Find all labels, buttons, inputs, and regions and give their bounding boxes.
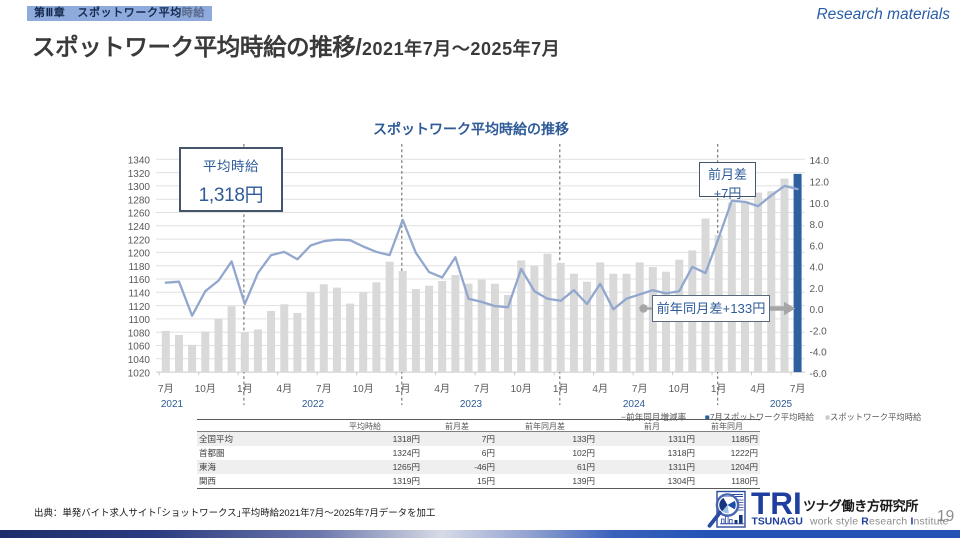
svg-text:2.0: 2.0 [810, 284, 824, 295]
svg-text:12.0: 12.0 [810, 178, 830, 189]
svg-text:1040: 1040 [128, 355, 151, 366]
svg-text:10月: 10月 [511, 383, 532, 395]
svg-text:6.0: 6.0 [810, 241, 824, 252]
svg-text:4月: 4月 [592, 383, 608, 395]
svg-text:14.0: 14.0 [810, 156, 830, 167]
svg-text:7月: 7月 [158, 383, 174, 395]
svg-text:2023: 2023 [460, 399, 483, 410]
svg-text:7月: 7月 [790, 383, 806, 395]
svg-text:1100: 1100 [128, 315, 150, 326]
svg-text:-6.0: -6.0 [810, 369, 828, 380]
svg-text:8.0: 8.0 [810, 220, 824, 231]
svg-text:1260: 1260 [128, 209, 151, 220]
svg-text:2022: 2022 [302, 399, 325, 410]
svg-text:1080: 1080 [128, 328, 151, 339]
svg-text:1月: 1月 [553, 383, 569, 395]
svg-text:10月: 10月 [353, 383, 374, 395]
svg-text:1月: 1月 [395, 383, 411, 395]
svg-text:1280: 1280 [128, 195, 151, 206]
svg-text:2025: 2025 [770, 399, 793, 410]
svg-text:4月: 4月 [434, 383, 450, 395]
svg-text:1340: 1340 [128, 156, 151, 167]
svg-text:10.0: 10.0 [810, 199, 830, 210]
svg-text:1220: 1220 [128, 235, 151, 246]
svg-text:1060: 1060 [128, 342, 151, 353]
svg-text:1160: 1160 [128, 275, 150, 286]
svg-text:-2.0: -2.0 [810, 326, 828, 337]
svg-text:1月: 1月 [711, 383, 727, 395]
svg-text:1月: 1月 [237, 383, 253, 395]
svg-text:4.0: 4.0 [810, 263, 824, 274]
svg-text:work style Research Institute: work style Research Institute [809, 517, 949, 528]
svg-text:TSUNAGU: TSUNAGU [752, 517, 803, 528]
svg-text:1120: 1120 [128, 302, 150, 313]
svg-text:1180: 1180 [128, 262, 150, 273]
svg-text:1020: 1020 [128, 368, 151, 379]
svg-text:4月: 4月 [750, 383, 766, 395]
svg-text:1300: 1300 [128, 182, 151, 193]
svg-text:4月: 4月 [277, 383, 293, 395]
svg-text:7月: 7月 [474, 383, 490, 395]
svg-text:10月: 10月 [195, 383, 216, 395]
svg-text:1200: 1200 [128, 249, 151, 260]
svg-text:2021: 2021 [161, 399, 184, 410]
svg-text:TRI: TRI [751, 485, 802, 521]
svg-text:-4.0: -4.0 [810, 348, 828, 359]
svg-text:ツナグ働き方研究所: ツナグ働き方研究所 [803, 498, 918, 514]
svg-text:2024: 2024 [623, 399, 646, 410]
svg-text:1320: 1320 [128, 169, 151, 180]
svg-text:1240: 1240 [128, 222, 151, 233]
svg-text:10月: 10月 [669, 383, 690, 395]
svg-text:0.0: 0.0 [810, 305, 824, 316]
svg-text:7月: 7月 [632, 383, 648, 395]
svg-text:1140: 1140 [128, 289, 150, 300]
svg-text:7月: 7月 [316, 383, 332, 395]
